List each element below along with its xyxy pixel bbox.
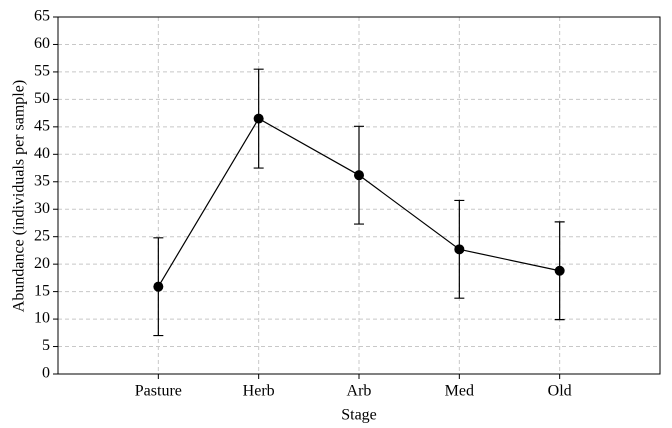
point [153,281,164,292]
y-tick-label: 55 [34,63,50,80]
y-tick-label: 25 [34,227,50,244]
x-tick-label: Arb [347,383,372,400]
y-tick-label: 45 [34,118,50,135]
y-tick-label: 50 [34,90,50,107]
point [354,170,364,181]
x-axis-label: Stage [341,407,377,424]
point [454,244,465,255]
x-tick-label: Med [445,383,474,400]
x-tick-label: Pasture [135,383,182,400]
x-tick-label: Old [548,383,572,400]
y-tick-label: 5 [42,337,50,354]
point [253,113,264,124]
x-tick-label: Herb [243,383,275,400]
y-tick-label: 65 [34,8,50,25]
y-tick-label: 15 [34,282,50,299]
y-tick-label: 10 [34,310,50,327]
y-tick-label: 0 [42,365,50,382]
y-tick-label: 40 [34,145,50,162]
y-axis-label: Abundance (individuals per sample) [11,80,28,312]
plot-frame [57,16,661,375]
y-tick-label: 35 [34,172,50,189]
y-tick-label: 30 [34,200,50,217]
y-tick-label: 60 [34,35,50,52]
y-tick-label: 20 [34,255,50,272]
point [554,265,565,276]
